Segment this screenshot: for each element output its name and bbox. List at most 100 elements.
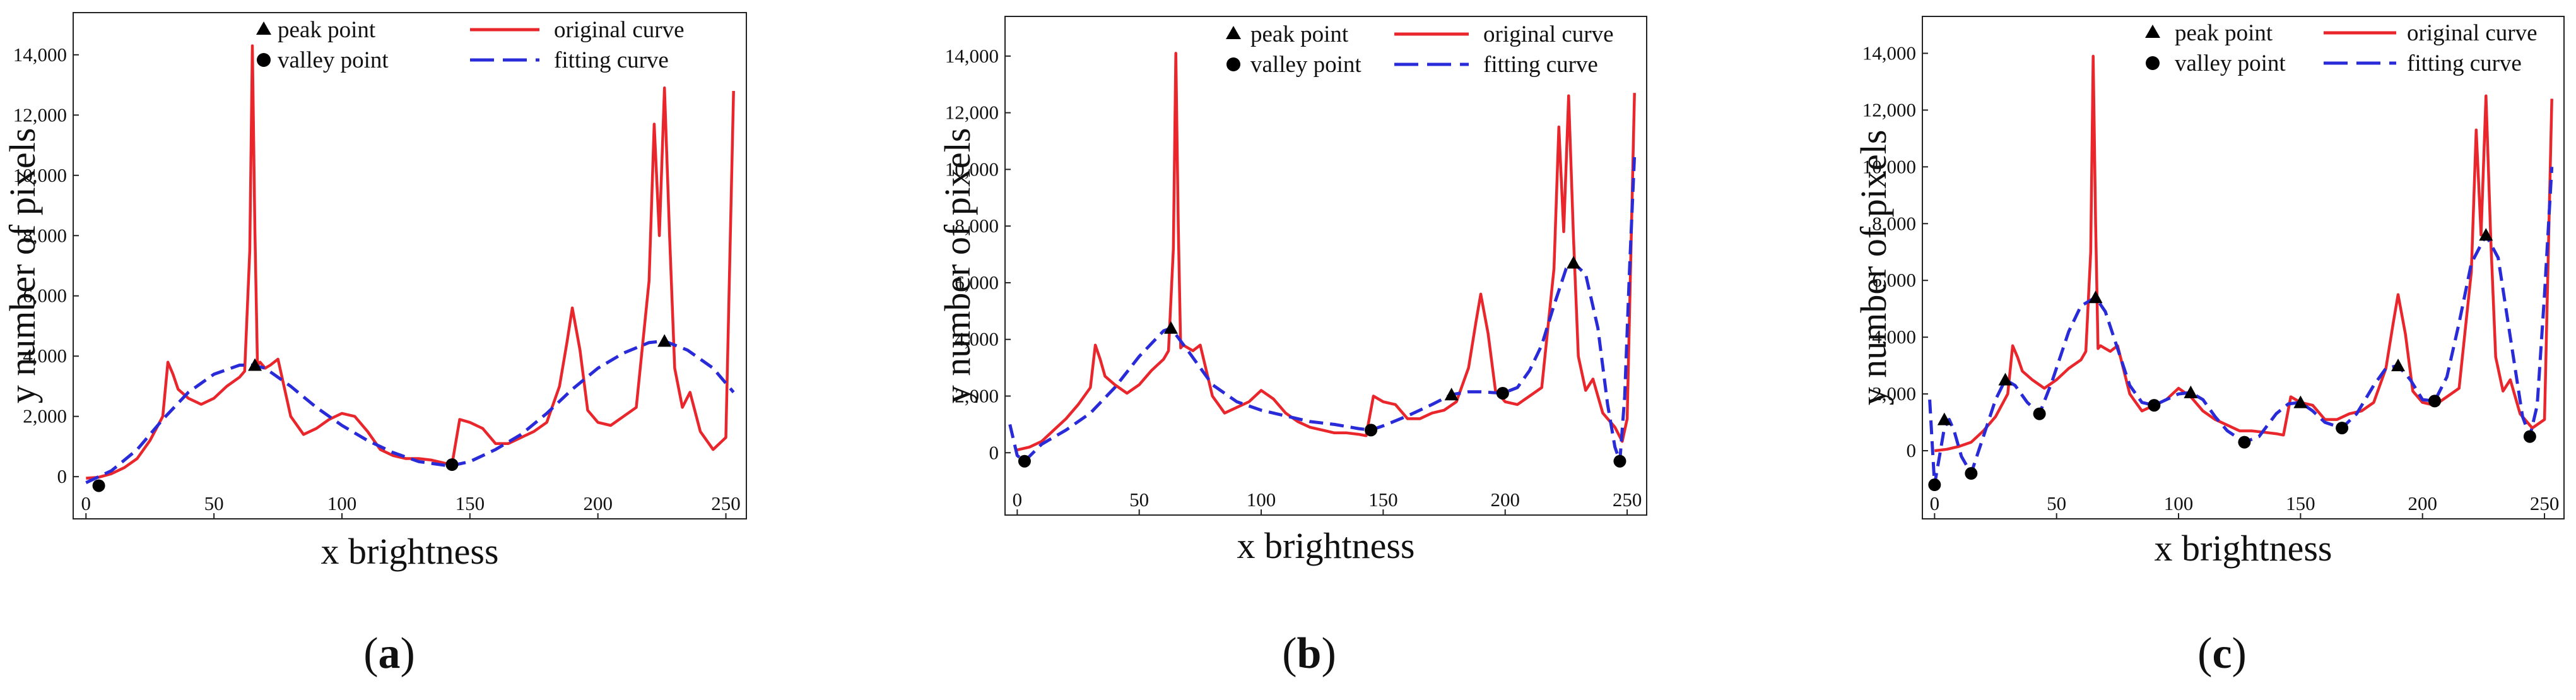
x-tick-label: 200 [2408, 492, 2437, 514]
y-tick-label: 0 [989, 441, 999, 463]
peak-marker [2088, 290, 2103, 304]
valley-marker [2523, 430, 2536, 443]
valley-marker [1928, 478, 1941, 492]
peak-marker [248, 358, 262, 371]
fitting-curve [1928, 167, 2554, 487]
y-tick-label: 14,000 [13, 44, 67, 66]
x-axis-title: x brightness [321, 531, 499, 572]
valley-marker [2238, 436, 2251, 449]
legend-original-label: original curve [2407, 20, 2538, 46]
legend-peak-symbol [256, 21, 271, 35]
legend-fitting-label: fitting curve [554, 47, 669, 73]
fitting-curve [1008, 155, 1637, 463]
panel-label: (c) [2197, 629, 2247, 678]
valley-marker [2336, 422, 2349, 435]
y-tick-label: 12,000 [1862, 98, 1916, 121]
peak-marker [1163, 321, 1178, 334]
y-tick-label: 10,000 [13, 164, 67, 186]
y-axis-title: y number of pixels [937, 128, 978, 404]
x-tick-label: 150 [456, 492, 485, 514]
y-tick-label: 0 [1907, 439, 1917, 461]
legend-original-label: original curve [1483, 21, 1614, 47]
legend-peak-label: peak point [278, 17, 376, 43]
legend-valley-symbol [257, 53, 271, 67]
x-tick-label: 250 [2530, 492, 2560, 514]
y-axis-title: y number of pixels [1853, 130, 1894, 406]
x-tick-label: 0 [81, 492, 91, 514]
x-tick-label: 100 [327, 492, 357, 514]
legend-peak-symbol [1226, 26, 1241, 39]
valley-marker [1365, 424, 1378, 437]
x-tick-label: 250 [1613, 489, 1642, 511]
legend-peak-label: peak point [2175, 20, 2273, 46]
y-tick-label: 8,000 [955, 215, 999, 237]
peak-marker [2479, 228, 2493, 241]
x-axis-title: x brightness [1237, 525, 1415, 566]
x-tick-label: 50 [1129, 489, 1149, 511]
legend-valley-label: valley point [1250, 52, 1362, 78]
panel-label: (a) [363, 629, 415, 678]
x-tick-label: 100 [1247, 489, 1276, 511]
y-tick-label: 2,000 [1872, 383, 1916, 405]
original-curve [1016, 52, 1636, 451]
original-curve [1934, 54, 2553, 453]
x-tick-label: 50 [2047, 492, 2066, 514]
x-tick-label: 250 [711, 492, 741, 514]
legend-valley-label: valley point [278, 47, 389, 73]
peak-marker [657, 334, 672, 347]
peak-marker [2184, 385, 2198, 398]
original-curve [86, 44, 735, 480]
valley-marker [1965, 467, 1978, 480]
x-tick-label: 150 [1368, 489, 1398, 511]
peak-marker [2391, 359, 2406, 372]
y-tick-label: 2,000 [23, 405, 67, 427]
y-tick-label: 6,000 [1872, 269, 1916, 291]
peak-marker [1998, 372, 2013, 386]
valley-marker [1613, 454, 1626, 468]
panel-b: 0 2,000 4,000 6,000 8,000 10,000 12,000 14,000 0… [937, 16, 1647, 678]
x-tick-label: 0 [1013, 489, 1023, 511]
y-tick-label: 4,000 [955, 328, 999, 350]
panel-c: 0 2,000 4,000 6,000 8,000 10,000 12,000 14,000 0… [1853, 16, 2565, 678]
panel-a: 0 2,000 4,000 6,000 8,000 10,000 12,000 14,000 0… [2, 12, 747, 678]
x-tick-label: 50 [204, 492, 224, 514]
y-tick-label: 14,000 [1862, 42, 1916, 64]
peak-marker [1444, 388, 1459, 401]
x-tick-label: 200 [583, 492, 613, 514]
y-tick-label: 0 [57, 465, 68, 487]
x-tick-label: 150 [2286, 492, 2315, 514]
valley-marker [1496, 386, 1509, 400]
legend-valley-label: valley point [2175, 50, 2286, 76]
valley-marker [2033, 407, 2046, 420]
peak-marker [1937, 412, 1951, 425]
y-tick-label: 10,000 [945, 158, 999, 180]
legend-valley-symbol [2146, 56, 2160, 70]
y-tick-label: 12,000 [13, 104, 67, 126]
valley-marker [445, 458, 459, 472]
x-tick-label: 100 [2164, 492, 2194, 514]
fitting-curve [85, 339, 735, 484]
valley-marker [1018, 454, 1031, 468]
y-tick-label: 8,000 [1872, 212, 1916, 234]
panel-label: (b) [1282, 629, 1336, 678]
legend-original-label: original curve [554, 17, 685, 43]
legend-fitting-label: fitting curve [1483, 52, 1598, 78]
legend-peak-label: peak point [1250, 21, 1349, 47]
y-tick-label: 2,000 [955, 384, 999, 406]
y-tick-label: 6,000 [955, 271, 999, 294]
y-tick-label: 4,000 [23, 345, 67, 367]
y-tick-label: 10,000 [1862, 155, 1916, 177]
peak-marker [2293, 395, 2308, 408]
y-tick-label: 6,000 [23, 285, 67, 307]
plot-frame [73, 12, 747, 519]
x-tick-label: 0 [1930, 492, 1940, 514]
y-tick-label: 12,000 [945, 102, 999, 124]
y-tick-label: 4,000 [1872, 326, 1916, 348]
y-tick-label: 14,000 [945, 45, 999, 67]
y-axis-title: y number of pixels [2, 128, 43, 404]
plot-frame [1004, 16, 1647, 516]
x-axis-title: x brightness [2155, 528, 2332, 569]
legend-peak-symbol [2145, 25, 2160, 38]
valley-marker [92, 479, 105, 492]
